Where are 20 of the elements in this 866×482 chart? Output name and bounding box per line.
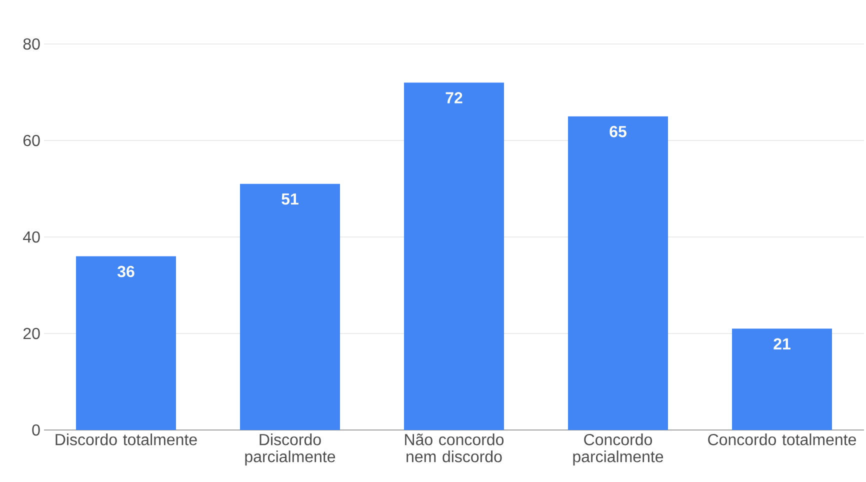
x-tick-label: Discordo parcialmente xyxy=(245,434,336,466)
x-tick-label: Discordo totalmente xyxy=(56,434,197,446)
data-label: 51 xyxy=(282,193,298,205)
data-label: 65 xyxy=(610,126,626,138)
bar xyxy=(240,184,340,430)
y-tick-label: 0 xyxy=(32,424,40,436)
data-label: 72 xyxy=(446,92,462,104)
data-label: 21 xyxy=(774,338,790,350)
x-tick-label: Concordo totalmente xyxy=(708,434,856,446)
x-tick-label: Não concordo nem discordo xyxy=(405,434,504,462)
y-tick-label: 20 xyxy=(23,328,40,340)
y-tick-label: 40 xyxy=(23,231,40,243)
bar xyxy=(404,82,504,430)
bar xyxy=(732,328,832,430)
x-tick-label: Concordo parcialmente xyxy=(573,434,664,466)
data-label: 36 xyxy=(117,266,134,278)
y-tick-label: 80 xyxy=(23,38,40,50)
y-tick-label: 60 xyxy=(23,134,40,146)
bar xyxy=(568,116,668,430)
bar xyxy=(76,256,176,430)
